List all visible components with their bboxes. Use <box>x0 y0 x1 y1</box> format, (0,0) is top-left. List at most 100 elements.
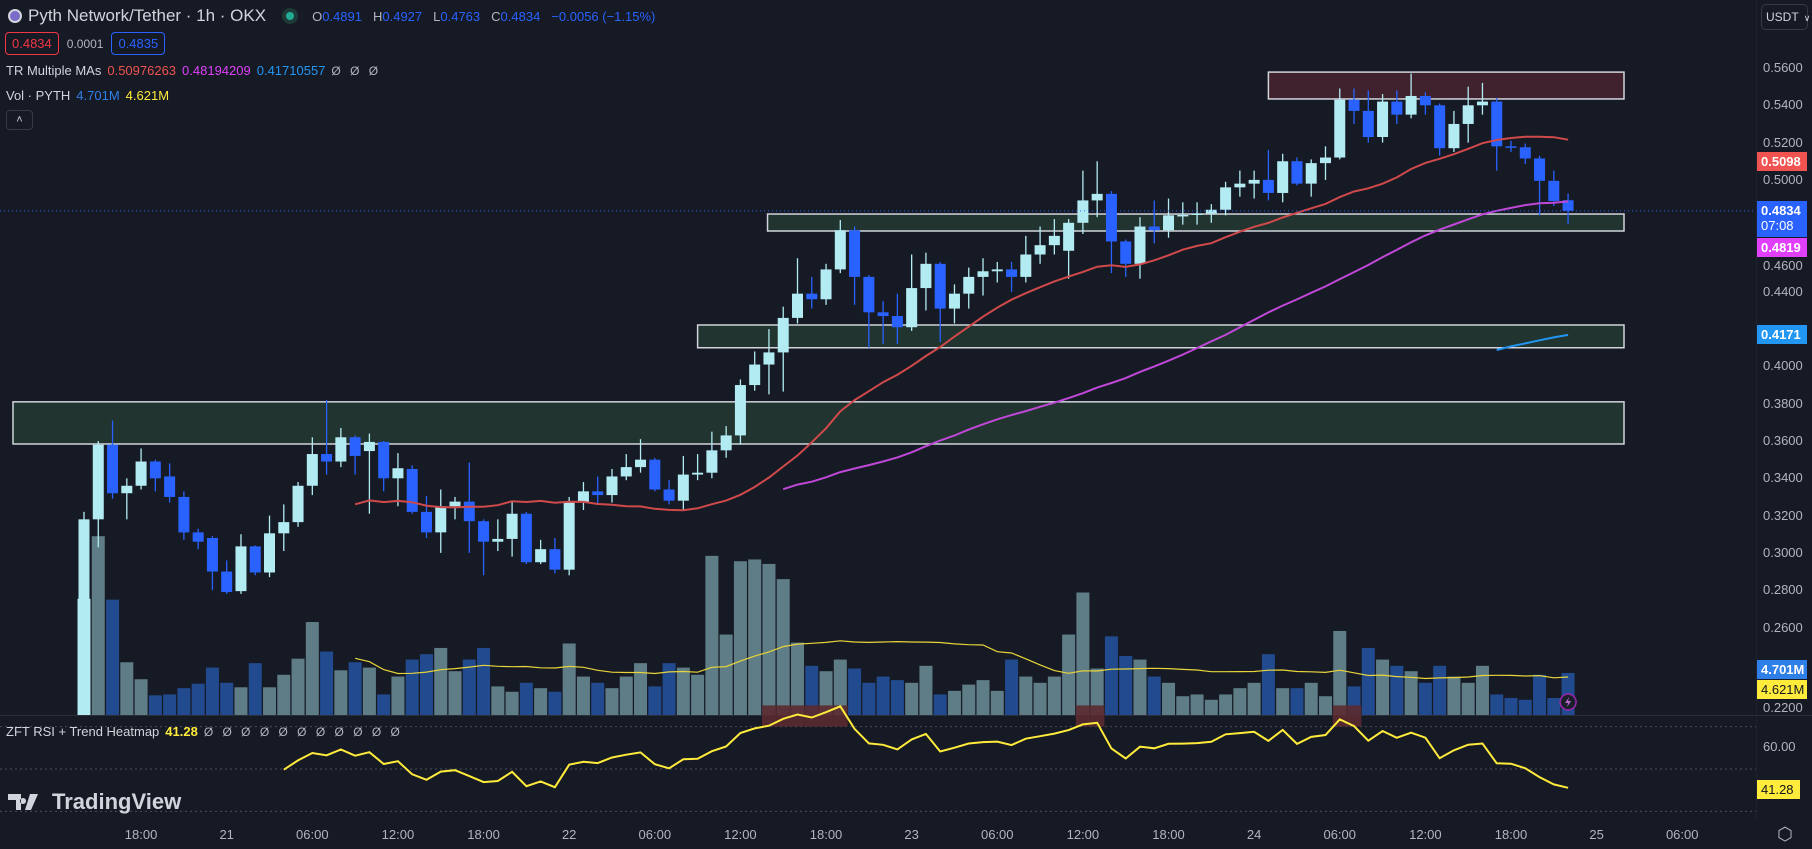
volume-legend[interactable]: Vol · PYTH 4.701M 4.621M <box>6 88 169 103</box>
sell-button[interactable]: 0.4834 <box>5 32 59 55</box>
price-axis-label: 0.3800 <box>1763 395 1803 411</box>
volume-bar <box>448 671 462 715</box>
candle-body <box>1034 245 1046 255</box>
currency-selector[interactable]: USDT ∨ <box>1761 4 1811 30</box>
volume-bar <box>1276 688 1290 715</box>
time-axis-label: 18:00 <box>124 827 158 842</box>
candle <box>520 511 532 565</box>
rsi-heatmap-cell <box>804 705 820 727</box>
candle-body <box>1377 101 1389 138</box>
candle-body <box>1134 226 1146 264</box>
price-axis-label: 0.5000 <box>1763 171 1803 187</box>
candle-body <box>1534 158 1546 181</box>
candle-body <box>249 546 261 573</box>
candle <box>1505 140 1517 152</box>
candle-body <box>1163 215 1175 231</box>
buy-button[interactable]: 0.4835 <box>111 32 166 55</box>
candle-body <box>763 352 775 365</box>
time-axis-label: 06:00 <box>1665 827 1699 842</box>
candle <box>1177 202 1189 225</box>
time-axis-label: 23 <box>904 827 919 842</box>
rsi-indicator-name: ZFT RSI + Trend Heatmap <box>6 724 160 739</box>
candle <box>1448 110 1460 152</box>
rsi-heatmap-cell <box>1347 705 1362 727</box>
candle <box>1020 235 1032 283</box>
candle-body <box>164 476 176 497</box>
volume-bar <box>177 688 191 715</box>
candle-body <box>1277 161 1289 193</box>
volume-bar <box>106 599 120 715</box>
volume-bar <box>1190 694 1204 715</box>
market-status-icon[interactable] <box>282 8 299 24</box>
candle-body <box>363 441 375 452</box>
candle <box>1391 90 1403 124</box>
volume-bar <box>1433 665 1447 715</box>
candle <box>1476 82 1488 115</box>
settings-gear-icon[interactable]: ⬡ <box>1777 824 1793 844</box>
time-axis-label: 18:00 <box>467 827 500 842</box>
ohlc-high-value: 0.4927 <box>382 8 423 24</box>
volume-bar <box>662 663 676 715</box>
candle-body <box>1519 147 1531 159</box>
collapse-legend-button[interactable]: ˄ <box>6 110 33 130</box>
tradingview-logo[interactable]: TradingView <box>8 789 181 815</box>
volume-bar <box>919 665 933 715</box>
candle <box>934 261 946 343</box>
candle <box>1419 92 1431 115</box>
volume-bar <box>562 643 576 715</box>
chevron-down-icon: ∨ <box>1803 13 1811 23</box>
time-axis-label: 06:00 <box>980 827 1014 842</box>
volume-bar <box>534 688 548 715</box>
candle <box>563 496 575 576</box>
candle <box>592 476 604 505</box>
time-axis-label: 12:00 <box>1409 827 1442 842</box>
last-price: 0.4834 <box>1761 203 1801 218</box>
candle <box>1034 226 1046 264</box>
volume-badge: 4.701M <box>1757 660 1807 679</box>
candle <box>1562 193 1574 225</box>
volume-bar <box>377 694 391 715</box>
ma20-value: 0.50976263 <box>107 63 177 78</box>
candle-body <box>1562 200 1574 211</box>
candle <box>991 261 1003 283</box>
symbol-title[interactable]: Pyth Network/Tether · 1h · OKX <box>28 6 267 25</box>
candle <box>1048 219 1060 255</box>
candle <box>1377 94 1389 143</box>
candle-body <box>1334 99 1346 158</box>
time-axis-label: 06:00 <box>638 827 672 842</box>
candle <box>1191 202 1203 225</box>
volume-bar <box>1247 682 1261 715</box>
candle-body <box>420 511 432 533</box>
candle <box>1291 157 1303 186</box>
candle-body <box>606 476 618 496</box>
volume-bar <box>762 563 776 715</box>
volume-bar <box>1504 698 1518 715</box>
candle-body <box>121 485 133 494</box>
candle-body <box>1391 101 1403 115</box>
candle <box>1277 153 1289 203</box>
candle <box>1006 261 1018 292</box>
ma-legend[interactable]: TR Multiple MAs 0.50976263 0.48194209 0.… <box>6 63 381 78</box>
volume-bar <box>1533 674 1547 715</box>
candle <box>1063 219 1075 279</box>
symbol-legend: Pyth Network/Tether · 1h · OKX O 0.4891 H… <box>8 6 660 26</box>
volume-bar <box>976 680 990 715</box>
candle <box>92 441 104 548</box>
volume-bar <box>91 536 105 715</box>
rsi-legend[interactable]: ZFT RSI + Trend Heatmap 41.28 Ø Ø Ø Ø Ø … <box>6 724 403 739</box>
price-axis-label: 0.5200 <box>1763 134 1803 150</box>
volume-bar <box>1390 665 1404 715</box>
candle <box>349 435 361 475</box>
candle <box>720 426 732 458</box>
volume-bar <box>277 674 291 715</box>
volume-bar <box>263 687 277 715</box>
volume-bar <box>1518 699 1532 715</box>
volume-bar <box>1005 659 1019 715</box>
candle-body <box>692 472 704 475</box>
volume-bar <box>1475 665 1489 715</box>
candle <box>1262 150 1274 201</box>
candle-body <box>1419 95 1431 106</box>
time-axis-label: 12:00 <box>381 827 415 842</box>
candle-body <box>934 263 946 309</box>
